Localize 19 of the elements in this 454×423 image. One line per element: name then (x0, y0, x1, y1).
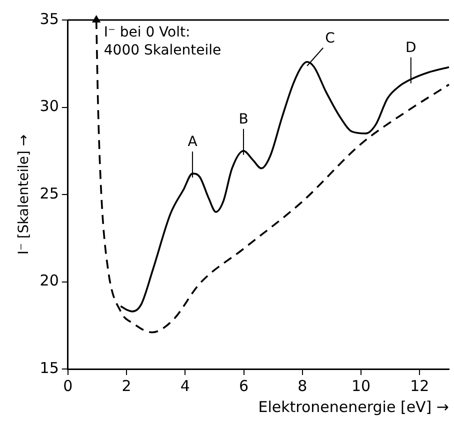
x-tick-label: 0 (63, 376, 73, 395)
y-tick-label: 15 (40, 358, 59, 377)
x-axis-title: Elektronenenergie [eV] → (258, 398, 449, 416)
x-tick-label: 10 (352, 376, 371, 395)
annotation: D (406, 40, 416, 56)
x-tick-label: 12 (410, 376, 430, 395)
y-axis-title: I⁻ [Skalenteile] → (16, 134, 32, 255)
y-tick-label: 35 (40, 10, 59, 28)
x-tick-label: 8 (298, 376, 308, 395)
annotation: B (238, 112, 248, 128)
annotation: C (325, 30, 336, 47)
y-tick-label: 30 (40, 97, 59, 116)
x-tick-label: 6 (239, 376, 249, 395)
x-tick-label: 4 (180, 376, 190, 395)
y-tick-label: 20 (40, 272, 59, 290)
annotation: I⁻ bei 0 Volt: 4000 Skalenteile (104, 24, 222, 59)
x-tick-label: 2 (122, 376, 132, 395)
y-tick-label: 25 (40, 184, 59, 202)
annotation: A (188, 134, 198, 150)
